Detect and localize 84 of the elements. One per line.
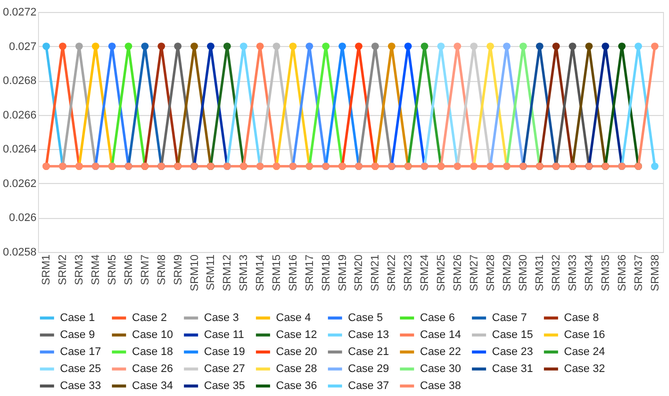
x-tick-label: SRM34 <box>583 254 596 292</box>
x-tick-label: SRM37 <box>632 254 645 292</box>
x-tick-label: SRM25 <box>435 254 448 292</box>
y-tick-label: 0.0268 <box>2 75 36 88</box>
legend-label: Case 27 <box>204 363 245 375</box>
legend-label: Case 7 <box>492 312 527 324</box>
x-tick-label: SRM28 <box>484 254 497 292</box>
legend-label: Case 9 <box>60 329 95 341</box>
legend-label: Case 29 <box>348 363 389 375</box>
legend-label: Case 20 <box>276 346 317 358</box>
legend-label: Case 21 <box>348 346 389 358</box>
y-tick-label: 0.0262 <box>2 178 36 190</box>
legend-label: Case 1 <box>60 312 95 324</box>
legend-label: Case 14 <box>420 329 461 341</box>
x-tick-label: SRM21 <box>370 254 382 292</box>
y-tick-label: 0.0272 <box>2 6 36 18</box>
x-tick-label: SRM14 <box>254 254 267 292</box>
x-tick-label: SRM24 <box>419 254 432 292</box>
x-tick-label: SRM13 <box>238 254 250 292</box>
legend-label: Case 32 <box>564 363 605 375</box>
legend-label: Case 10 <box>132 329 173 341</box>
legend-label: Case 23 <box>492 346 533 358</box>
x-tick-label: SRM8 <box>156 254 168 286</box>
legend-label: Case 13 <box>348 329 389 341</box>
x-tick-label: SRM30 <box>518 254 530 292</box>
legend-label: Case 24 <box>564 346 605 358</box>
x-tick-label: SRM27 <box>468 254 480 292</box>
legend-label: Case 8 <box>564 312 599 324</box>
legend-label: Case 37 <box>348 380 389 392</box>
legend-label: Case 15 <box>492 329 533 341</box>
legend-label: Case 18 <box>132 346 173 358</box>
y-tick-label: 0.027 <box>8 40 36 53</box>
x-tick-label: SRM2 <box>57 254 70 286</box>
x-tick-label: SRM1 <box>40 254 53 286</box>
x-tick-label: SRM33 <box>567 254 580 292</box>
legend-label: Case 28 <box>276 363 317 375</box>
x-tick-label: SRM38 <box>649 254 662 292</box>
y-tick-label: 0.0266 <box>2 109 36 122</box>
x-tick-label: SRM20 <box>353 254 366 292</box>
legend-label: Case 30 <box>420 363 461 375</box>
legend-label: Case 33 <box>60 380 101 392</box>
legend-label: Case 36 <box>276 380 317 392</box>
y-tick-label: 0.0264 <box>2 144 36 156</box>
legend-label: Case 35 <box>204 380 245 392</box>
x-tick-label: SRM26 <box>452 254 464 292</box>
legend-label: Case 2 <box>132 312 167 324</box>
legend-label: Case 17 <box>60 346 101 358</box>
x-tick-label: SRM23 <box>402 254 415 292</box>
legend-label: Case 16 <box>564 329 605 341</box>
legend-label: Case 5 <box>348 312 383 324</box>
x-tick-label: SRM22 <box>386 254 398 292</box>
x-tick-label: SRM32 <box>550 254 563 292</box>
legend-label: Case 22 <box>420 346 461 358</box>
x-tick-label: SRM17 <box>304 254 316 292</box>
legend-label: Case 38 <box>420 380 461 392</box>
legend-label: Case 12 <box>276 329 317 341</box>
legend-label: Case 11 <box>204 329 244 341</box>
x-tick-label: SRM18 <box>320 254 332 292</box>
x-tick-label: SRM7 <box>139 254 152 286</box>
legend-label: Case 34 <box>132 380 173 392</box>
legend-label: Case 31 <box>492 363 533 375</box>
x-tick-label: SRM31 <box>534 254 546 292</box>
x-tick-label: SRM19 <box>336 254 349 292</box>
x-tick-label: SRM4 <box>90 254 102 286</box>
x-tick-label: SRM35 <box>600 254 612 292</box>
legend-label: Case 25 <box>60 363 101 375</box>
x-tick-label: SRM9 <box>172 254 184 286</box>
x-tick-label: SRM16 <box>287 254 300 292</box>
x-tick-label: SRM29 <box>501 254 514 292</box>
x-tick-label: SRM5 <box>106 254 119 286</box>
legend-label: Case 6 <box>420 312 455 324</box>
legend-label: Case 4 <box>276 312 311 324</box>
x-tick-label: SRM3 <box>74 254 86 286</box>
legend-label: Case 3 <box>204 312 239 324</box>
x-tick-label: SRM6 <box>122 254 135 286</box>
legend-label: Case 19 <box>204 346 245 358</box>
y-tick-label: 0.026 <box>8 212 36 224</box>
x-tick-label: SRM15 <box>270 254 283 292</box>
x-tick-label: SRM36 <box>616 254 628 292</box>
x-tick-label: SRM11 <box>205 254 218 290</box>
x-tick-label: SRM10 <box>188 254 201 292</box>
x-tick-label: SRM12 <box>222 254 234 292</box>
legend-label: Case 26 <box>132 363 173 375</box>
y-tick-label: 0.0258 <box>2 246 36 258</box>
